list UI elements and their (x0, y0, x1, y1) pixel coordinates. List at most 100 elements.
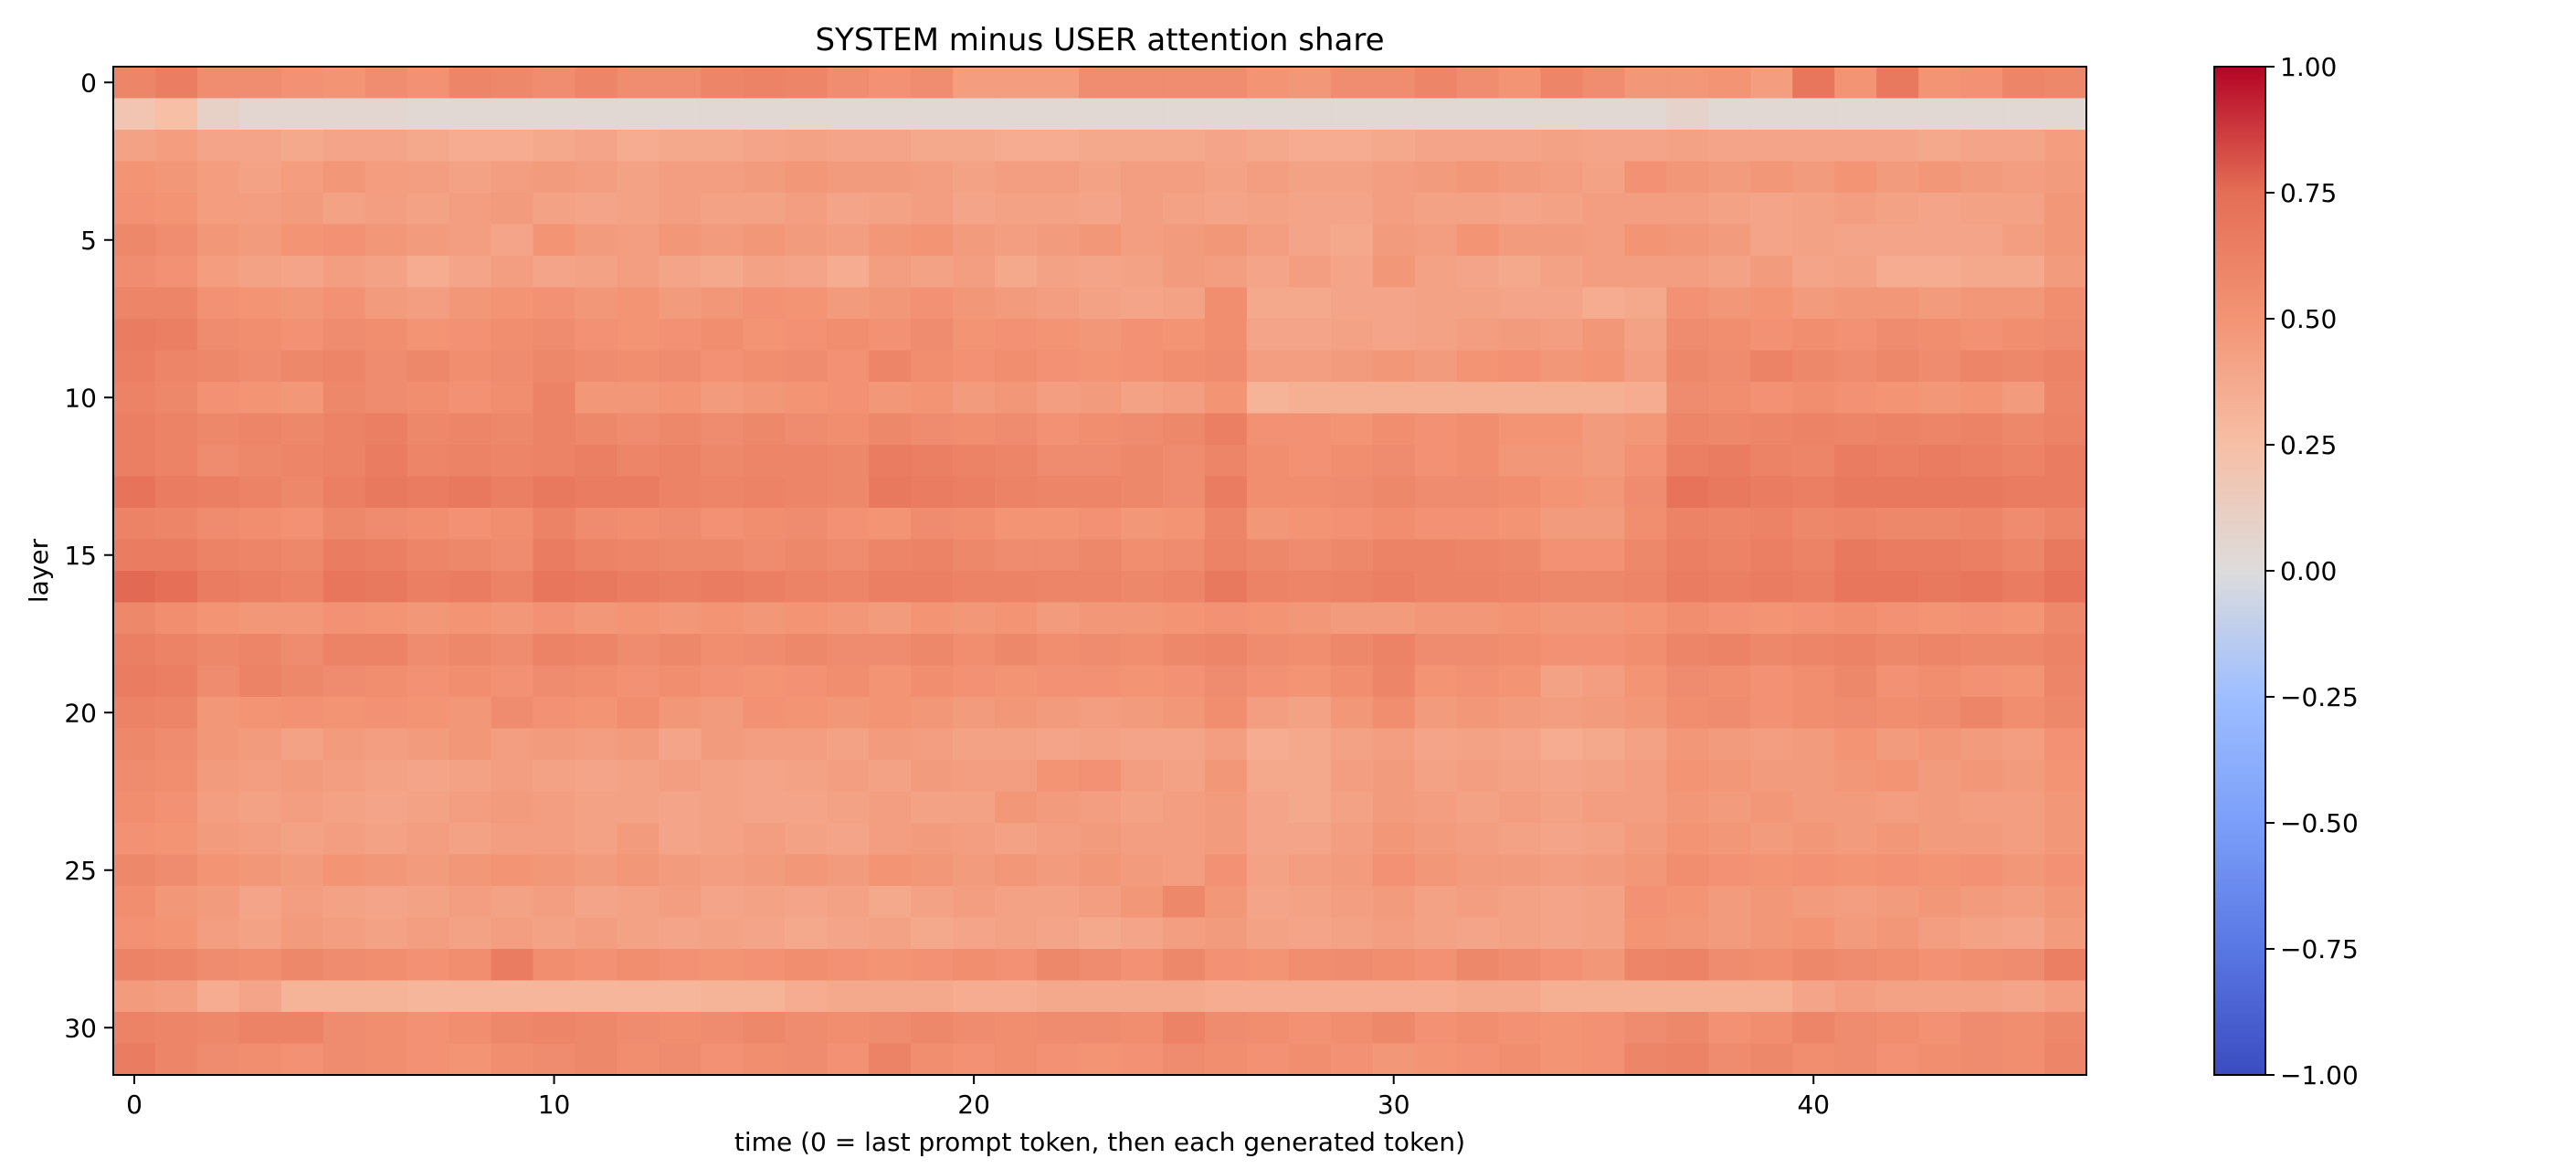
heatmap-cell (238, 634, 282, 667)
heatmap-cell (911, 634, 954, 667)
heatmap-cell (1120, 1043, 1164, 1076)
heatmap-cell (1792, 350, 1835, 383)
heatmap-cell (1120, 287, 1164, 320)
heatmap-cell (1750, 382, 1793, 415)
heatmap-cell (995, 350, 1038, 383)
heatmap-cell (1540, 949, 1584, 982)
heatmap-cell (1372, 98, 1416, 131)
heatmap-cell (1162, 760, 1206, 793)
heatmap-cell (911, 665, 954, 698)
heatmap-cell (701, 571, 744, 604)
heatmap-cell (491, 130, 534, 163)
heatmap-cell (659, 980, 702, 1013)
heatmap-cell (196, 949, 240, 982)
heatmap-cell (196, 350, 240, 383)
heatmap-cell (1414, 98, 1458, 131)
heatmap-cell (1960, 319, 2003, 352)
heatmap-cell (113, 728, 156, 761)
heatmap-cell (701, 760, 744, 793)
heatmap-cell (238, 256, 282, 289)
heatmap-cell (953, 760, 996, 793)
heatmap-cell (617, 760, 660, 793)
heatmap-cell (1498, 130, 1542, 163)
heatmap-cell (1120, 256, 1164, 289)
heatmap-cell (1582, 854, 1626, 887)
heatmap-cell (491, 382, 534, 415)
heatmap-cell (1960, 791, 2003, 824)
heatmap-cell (911, 224, 954, 257)
heatmap-cell (1288, 760, 1332, 793)
colorbar-tick-label: −0.75 (2280, 934, 2359, 964)
heatmap-cell (491, 287, 534, 320)
heatmap-cell (1288, 67, 1332, 100)
heatmap-cell (113, 571, 156, 604)
heatmap-cell (785, 256, 828, 289)
heatmap-cell (1120, 1012, 1164, 1045)
heatmap-cell (1624, 602, 1668, 635)
heatmap-cell (1330, 161, 1374, 194)
heatmap-cell (659, 1012, 702, 1045)
heatmap-cell (322, 508, 366, 541)
heatmap-cell (154, 949, 198, 982)
heatmap-cell (1540, 287, 1584, 320)
heatmap-cell (1708, 1043, 1751, 1076)
heatmap-cell (406, 256, 450, 289)
heatmap-cell (1876, 791, 1919, 824)
heatmap-cell (113, 1012, 156, 1045)
heatmap-cell (1666, 571, 1709, 604)
heatmap-cell (449, 1043, 492, 1076)
heatmap-cell (659, 287, 702, 320)
heatmap-cell (154, 1043, 198, 1076)
heatmap-cell (322, 256, 366, 289)
heatmap-cell (1330, 791, 1374, 824)
heatmap-cell (238, 949, 282, 982)
heatmap-cell (659, 413, 702, 446)
heatmap-cell (1372, 697, 1416, 730)
heatmap-cell (1876, 1012, 1919, 1045)
heatmap-cell (1792, 634, 1835, 667)
heatmap-cell (533, 571, 576, 604)
heatmap-cell (1079, 634, 1122, 667)
heatmap-cell (1456, 193, 1500, 226)
heatmap-cell (617, 382, 660, 415)
heatmap-cell (617, 917, 660, 950)
heatmap-cell (953, 413, 996, 446)
heatmap-cell (659, 508, 702, 541)
heatmap-cell (1918, 256, 1961, 289)
heatmap-cell (1498, 382, 1542, 415)
heatmap-cell (1750, 823, 1793, 856)
heatmap-cell (1246, 917, 1290, 950)
heatmap-cell (491, 350, 534, 383)
heatmap-cell (1750, 130, 1793, 163)
heatmap-cell (1288, 634, 1332, 667)
heatmap-cell (491, 67, 534, 100)
heatmap-cell (911, 193, 954, 226)
heatmap-cell (113, 634, 156, 667)
heatmap-cell (1162, 823, 1206, 856)
heatmap-cell (1498, 319, 1542, 352)
heatmap-cell (1079, 917, 1122, 950)
heatmap-cell (953, 634, 996, 667)
heatmap-cell (869, 350, 912, 383)
heatmap-cell (785, 634, 828, 667)
heatmap-cell (1162, 539, 1206, 572)
heatmap-cell (995, 161, 1038, 194)
heatmap-cell (701, 224, 744, 257)
heatmap-cell (1624, 224, 1668, 257)
heatmap-cell (2002, 917, 2045, 950)
heatmap-cell (953, 161, 996, 194)
heatmap-cell (449, 697, 492, 730)
heatmap-cell (827, 602, 870, 635)
heatmap-cell (1204, 697, 1248, 730)
heatmap-cell (869, 602, 912, 635)
heatmap-cell (743, 665, 786, 698)
heatmap-cell (1876, 760, 1919, 793)
heatmap-cell (1288, 539, 1332, 572)
heatmap-cell (953, 886, 996, 919)
heatmap-cell (491, 602, 534, 635)
heatmap-cell (533, 224, 576, 257)
heatmap-cell (322, 1012, 366, 1045)
heatmap-cell (533, 697, 576, 730)
heatmap-cell (322, 854, 366, 887)
heatmap-cell (1288, 350, 1332, 383)
